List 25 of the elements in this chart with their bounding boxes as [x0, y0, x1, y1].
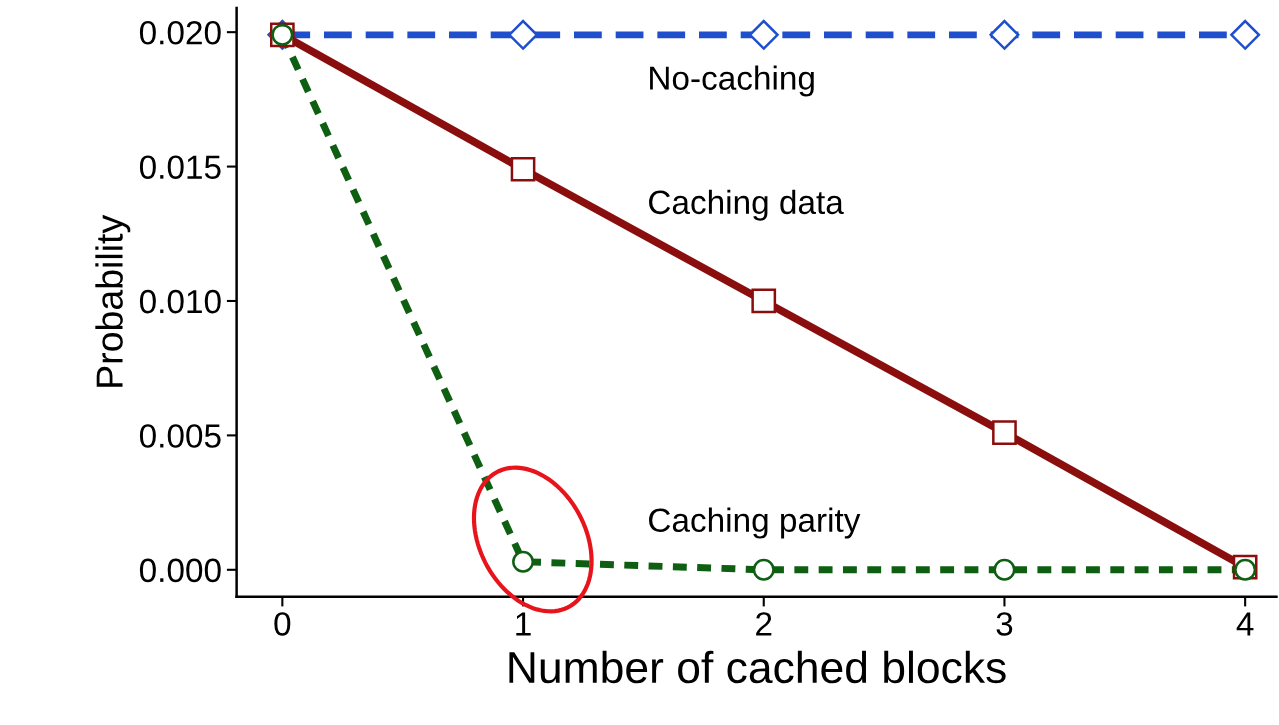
y-tick-label: 0.020: [139, 20, 221, 45]
y-tick-label: 0.005: [139, 424, 221, 448]
point: [993, 558, 1016, 581]
point: [752, 558, 775, 581]
point: [992, 420, 1017, 446]
x-tick-label: 2: [756, 612, 772, 636]
y-tick-label: 0.015: [139, 155, 221, 179]
x-tick-label: 3: [996, 612, 1013, 636]
point: [512, 550, 535, 573]
point: [508, 19, 539, 50]
x-tick-label: 1: [516, 612, 531, 636]
annotation: Caching data: [649, 189, 844, 221]
point: [748, 19, 779, 50]
y-tick-label: 0.010: [139, 289, 221, 314]
annotation: Caching parity: [649, 507, 861, 539]
x-tick-label: 4: [1236, 612, 1254, 636]
point: [1230, 19, 1261, 50]
x-tick-label: 0: [274, 612, 291, 636]
point: [989, 19, 1020, 50]
x-axis-title: Number of cached blocks: [509, 650, 1006, 684]
y-tick-label: 0.000: [139, 558, 221, 583]
point: [510, 156, 536, 182]
y-axis-title: Probability: [95, 214, 131, 387]
annotation: No-caching: [650, 65, 814, 97]
point: [751, 288, 777, 314]
